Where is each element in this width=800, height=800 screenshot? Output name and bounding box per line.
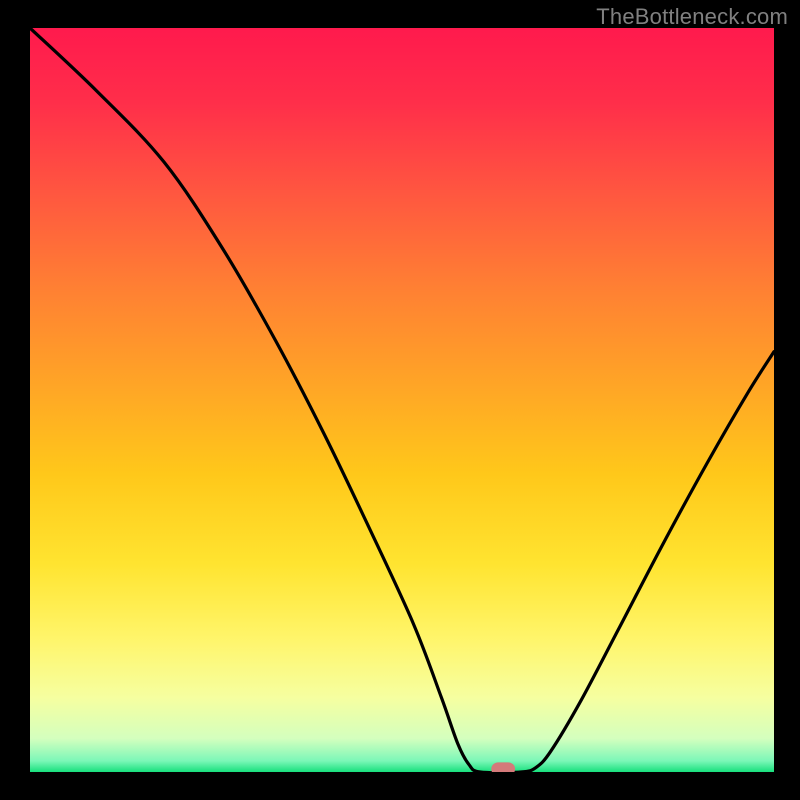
optimum-marker: [491, 762, 515, 772]
gradient-background: [30, 28, 774, 772]
plot-svg: [30, 28, 774, 772]
plot-area: [28, 28, 772, 772]
watermark-text: TheBottleneck.com: [596, 4, 788, 30]
chart-stage: TheBottleneck.com: [0, 0, 800, 800]
